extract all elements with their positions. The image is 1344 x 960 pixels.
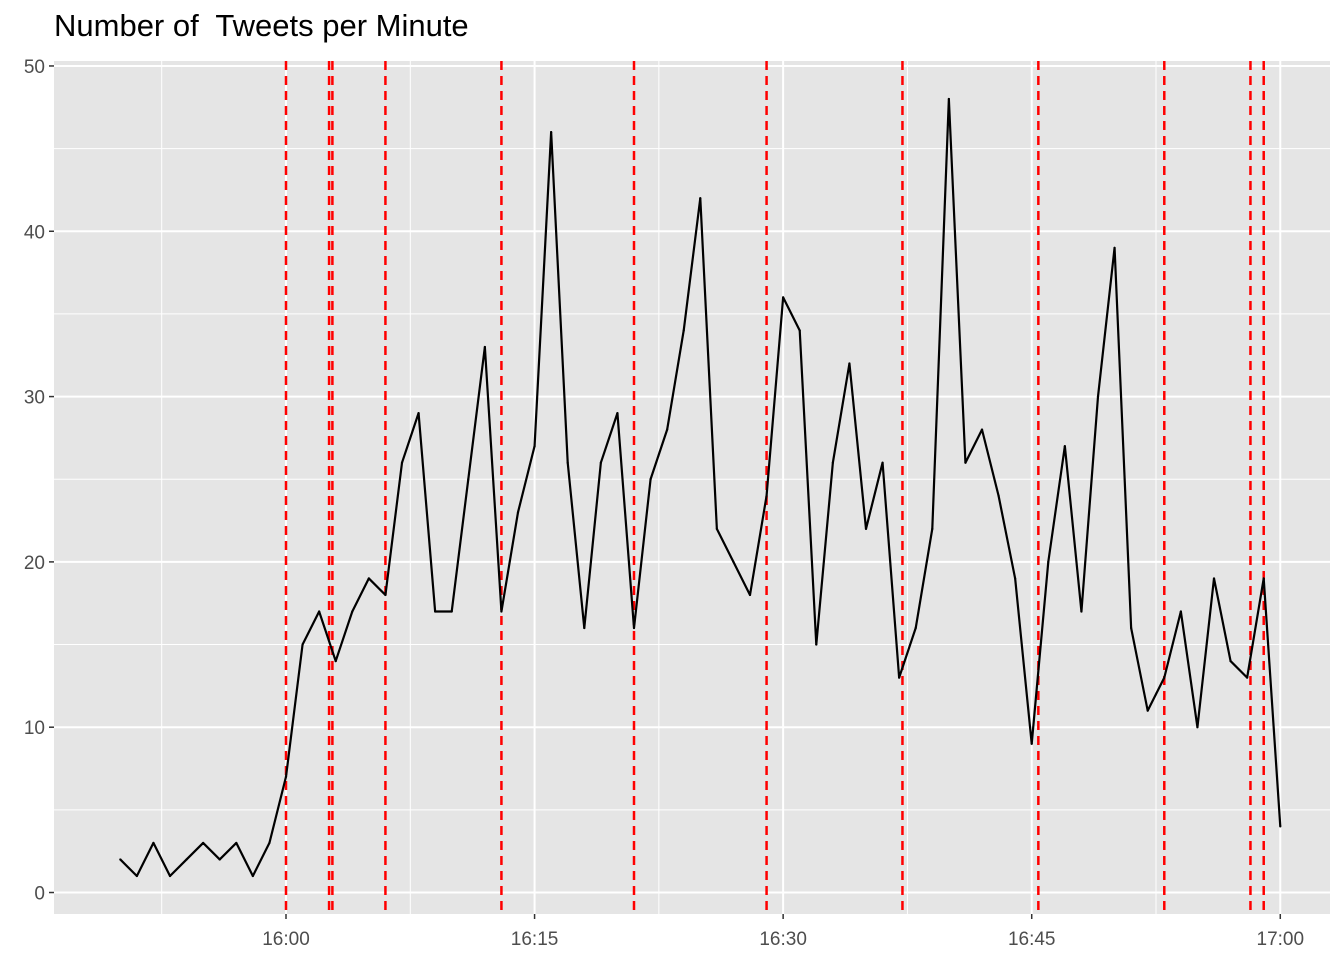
data-point <box>881 461 884 464</box>
data-point <box>1163 676 1166 679</box>
data-point <box>417 412 420 415</box>
data-point <box>715 527 718 530</box>
data-point <box>400 461 404 464</box>
data-point <box>268 841 271 845</box>
data-point <box>1113 246 1116 249</box>
data-point <box>1063 445 1066 448</box>
data-point <box>1196 726 1199 729</box>
data-point <box>815 643 818 646</box>
data-point <box>765 494 768 497</box>
data-point <box>550 130 553 134</box>
data-point <box>516 511 520 514</box>
data-point <box>980 428 984 431</box>
y-tick-label: 10 <box>24 718 45 739</box>
series-layer <box>119 97 1282 878</box>
data-point <box>367 577 370 580</box>
x-tick-label: 16:45 <box>1008 929 1056 950</box>
data-point <box>1014 577 1017 580</box>
data-point <box>1080 610 1083 613</box>
y-tick-label: 20 <box>24 553 45 574</box>
data-point <box>649 478 652 481</box>
data-point <box>168 874 172 878</box>
data-point <box>1212 577 1216 580</box>
x-tick-label: 16:00 <box>262 929 310 950</box>
data-point <box>434 610 437 613</box>
data-point <box>119 858 122 861</box>
data-point <box>334 659 337 663</box>
data-point <box>284 775 288 778</box>
data-point <box>235 841 238 845</box>
data-point <box>931 527 934 530</box>
data-point <box>848 362 851 365</box>
data-point <box>566 461 569 464</box>
vertical-markers <box>284 61 1265 914</box>
data-point <box>798 329 801 332</box>
data-point <box>898 676 901 679</box>
data-point <box>1229 659 1232 663</box>
data-point <box>1130 626 1133 630</box>
data-point <box>1030 742 1033 745</box>
data-point <box>483 345 486 349</box>
plot-panel <box>54 61 1330 914</box>
data-point <box>1279 825 1282 828</box>
data-point <box>152 841 155 845</box>
data-point <box>682 329 685 332</box>
data-point <box>318 610 321 613</box>
data-point <box>782 296 785 299</box>
data-point <box>218 858 221 861</box>
data-point <box>947 97 950 101</box>
x-tick-label: 16:15 <box>511 929 559 950</box>
y-tick-label: 50 <box>24 57 45 78</box>
data-point <box>599 461 602 464</box>
data-point <box>500 610 503 613</box>
data-point <box>831 461 834 464</box>
data-point <box>616 412 619 415</box>
data-point <box>997 494 1000 497</box>
y-tick-label: 30 <box>24 388 45 409</box>
chart-title: Number of Tweets per Minute <box>54 8 469 43</box>
x-tick-label: 17:00 <box>1257 929 1305 950</box>
grid-lines <box>54 61 1330 914</box>
data-point <box>251 874 254 878</box>
data-point <box>1179 610 1182 613</box>
data-point <box>202 841 205 845</box>
data-point <box>583 626 586 630</box>
data-point <box>914 626 917 630</box>
data-point <box>748 593 752 597</box>
data-point <box>632 626 636 630</box>
data-point <box>135 874 138 878</box>
data-point <box>351 610 354 613</box>
data-point <box>864 527 868 530</box>
x-tick-label: 16:30 <box>759 929 807 950</box>
y-tick-label: 40 <box>24 222 45 243</box>
data-point <box>1246 676 1249 679</box>
data-point <box>1096 395 1100 398</box>
data-point <box>1146 709 1149 712</box>
data-point <box>964 461 967 464</box>
data-point <box>533 445 536 448</box>
data-point <box>467 478 470 481</box>
axes: 0 10 20 30 40 50 16:00 16:15 16:30 16:45 17:00 <box>24 57 1304 950</box>
data-point <box>1262 577 1265 580</box>
data-point <box>1047 560 1050 563</box>
data-point <box>301 643 304 646</box>
data-point <box>699 197 702 200</box>
data-point <box>185 858 188 861</box>
y-tick-label: 0 <box>34 884 45 905</box>
data-point <box>732 560 735 563</box>
data-point <box>384 593 387 597</box>
data-point <box>666 428 669 431</box>
data-point <box>450 610 453 613</box>
